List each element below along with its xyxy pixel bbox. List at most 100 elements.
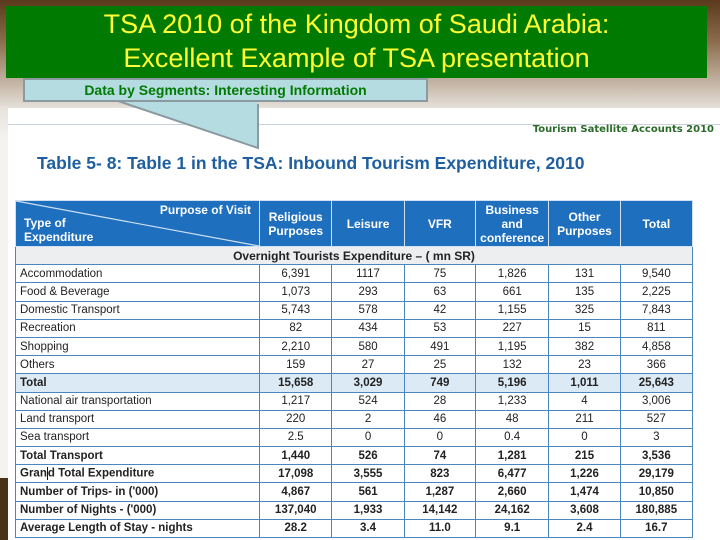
row-label: Land transport [14, 409, 261, 429]
cell: 2,225 [619, 282, 694, 302]
cell: 63 [403, 282, 477, 302]
cell: 434 [331, 318, 405, 338]
cell: 1117 [331, 264, 405, 284]
cell: 3,608 [548, 500, 621, 520]
text-cursor [46, 467, 48, 481]
table-row-total: Total 15,658 3,029 749 5,196 1,011 25,64… [14, 373, 694, 393]
table-row: Others 159 27 25 132 23 366 [14, 355, 694, 375]
table-row: Land transport 220 2 46 48 211 527 [14, 409, 694, 429]
cell: 661 [474, 282, 550, 302]
cell: 524 [331, 391, 405, 411]
table-row-nights: Number of Nights - ('000) 137,040 1,933 … [14, 500, 694, 520]
cell: 211 [548, 409, 621, 429]
cell: 1,155 [474, 300, 550, 320]
col-line: Religious [268, 209, 323, 224]
cell: 215 [548, 446, 621, 466]
cell: 7,843 [619, 300, 694, 320]
col-line: Other [568, 209, 601, 224]
row-label: Domestic Transport [14, 300, 261, 320]
cell: 1,011 [548, 373, 621, 393]
cell: 3,555 [331, 464, 405, 484]
col-line: and [501, 216, 523, 231]
row-label: Number of Trips- in ('000) [14, 482, 261, 502]
cell: 3 [619, 427, 694, 448]
cell: 17,098 [259, 464, 333, 484]
cell: 3.4 [331, 518, 405, 539]
table-row-total-transport: Total Transport 1,440 526 74 1,281 215 3… [14, 446, 694, 466]
cell: 11.0 [403, 518, 477, 539]
cell: 42 [403, 300, 477, 320]
cell: 2,210 [259, 336, 333, 357]
cell: 293 [331, 282, 405, 302]
table-row: Recreation 82 434 53 227 15 811 [14, 318, 694, 338]
col-line: Purposes [557, 223, 612, 238]
cell: 561 [331, 482, 405, 502]
row-label: Total [14, 373, 261, 393]
cell: 0 [331, 427, 405, 448]
table-row: Domestic Transport 5,743 578 42 1,155 32… [14, 300, 694, 320]
cell: 4 [548, 391, 621, 411]
cell: 29,179 [619, 464, 694, 484]
row-label: Average Length of Stay - nights [14, 518, 261, 539]
cell: 159 [259, 355, 333, 375]
col-line: Leisure [346, 216, 390, 231]
cell: 1,233 [474, 391, 550, 411]
document-running-header: Tourism Satellite Accounts 2010 [532, 124, 714, 135]
cell: 526 [331, 446, 405, 466]
cell: 27 [331, 355, 405, 375]
column-header-business: Business and conference [474, 200, 550, 247]
column-header-leisure: Leisure [331, 200, 405, 247]
column-header-vfr: VFR [403, 200, 477, 247]
cell: 5,743 [259, 300, 333, 320]
row-label: Recreation [14, 318, 261, 338]
cell: 1,287 [403, 482, 477, 502]
row-label: Others [14, 355, 261, 375]
section-row: Overnight Tourists Expenditure – ( mn SR… [15, 245, 693, 266]
table-row-trips: Number of Trips- in ('000) 4,867 561 1,2… [14, 482, 694, 502]
cell: 2 [331, 409, 405, 429]
cell: 366 [619, 355, 694, 375]
cell: 16.7 [619, 518, 694, 539]
type-of-expenditure-label: Type of Expenditure [24, 216, 93, 244]
cell: 137,040 [259, 500, 333, 520]
cell: 1,440 [259, 446, 333, 466]
slide-title-line-2: Excellent Example of TSA presentation [123, 43, 590, 73]
cell: 227 [474, 318, 550, 338]
cell: 6,391 [259, 264, 333, 284]
cell: 74 [403, 446, 477, 466]
row-label: Accommodation [14, 264, 261, 284]
inbound-tourism-expenditure-table: Purpose of Visit Type of Expenditure Rel… [14, 200, 694, 539]
row-label: Food & Beverage [14, 282, 261, 302]
cell: 0 [548, 427, 621, 448]
diagonal-divider [16, 201, 259, 246]
row-label-part: Gran [20, 467, 47, 480]
cell: 180,885 [619, 500, 694, 520]
cell: 2,660 [474, 482, 550, 502]
cell: 2.5 [259, 427, 333, 448]
column-header-total: Total [619, 200, 694, 247]
cell: 811 [619, 318, 694, 338]
row-label: National air transportation [14, 391, 261, 411]
section-label: Overnight Tourists Expenditure – ( mn SR… [15, 245, 693, 266]
cell: 5,196 [474, 373, 550, 393]
cell: 3,006 [619, 391, 694, 411]
cell: 578 [331, 300, 405, 320]
cell: 3,536 [619, 446, 694, 466]
callout-box: Data by Segments: Interesting Informatio… [23, 78, 428, 102]
corner-header: Purpose of Visit Type of Expenditure [14, 200, 261, 247]
cell: 135 [548, 282, 621, 302]
table-row-grand-total: Grand Total Expenditure 17,098 3,555 823… [14, 464, 694, 484]
cell: 749 [403, 373, 477, 393]
cell: 580 [331, 336, 405, 357]
row-label: Grand Total Expenditure [14, 464, 261, 484]
document-top-rule [8, 124, 720, 125]
cell: 0 [403, 427, 477, 448]
table-row: Accommodation 6,391 1117 75 1,826 131 9,… [14, 264, 694, 284]
cell: 10,850 [619, 482, 694, 502]
cell: 2.4 [548, 518, 621, 539]
cell: 28.2 [259, 518, 333, 539]
table-row-avg-stay: Average Length of Stay - nights 28.2 3.4… [14, 518, 694, 539]
cell: 28 [403, 391, 477, 411]
cell: 25 [403, 355, 477, 375]
cell: 24,162 [474, 500, 550, 520]
